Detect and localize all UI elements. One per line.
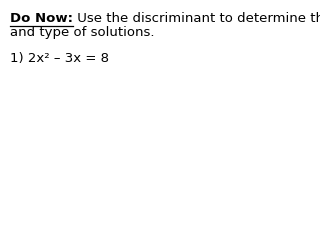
Text: Use the discriminant to determine the number: Use the discriminant to determine the nu… bbox=[73, 12, 320, 25]
Text: and type of solutions.: and type of solutions. bbox=[10, 26, 155, 39]
Text: Do Now:: Do Now: bbox=[10, 12, 73, 25]
Text: 1) 2x² – 3x = 8: 1) 2x² – 3x = 8 bbox=[10, 52, 109, 65]
